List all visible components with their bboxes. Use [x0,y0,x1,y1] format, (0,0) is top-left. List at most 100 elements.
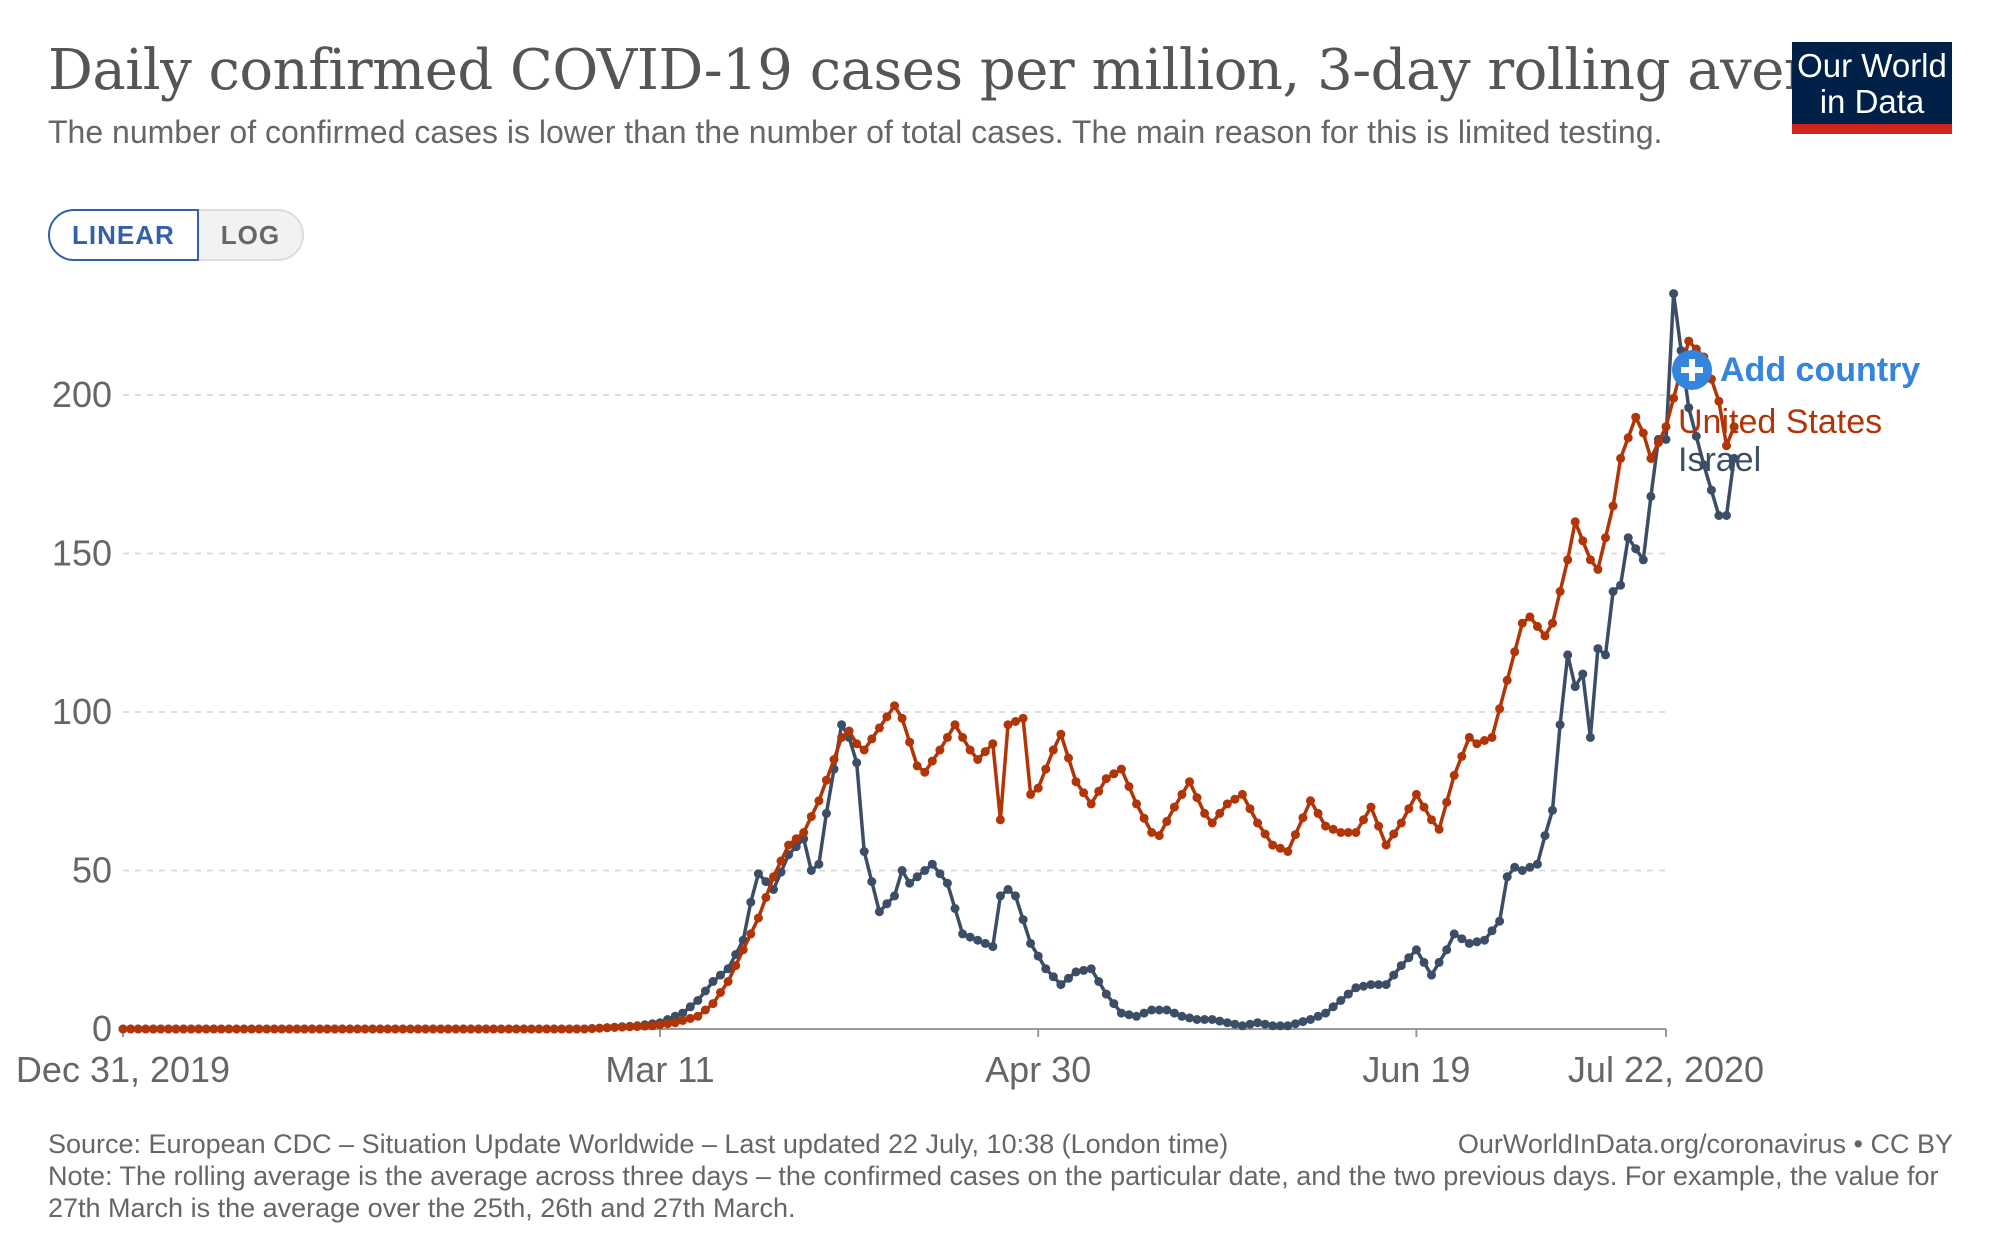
credit-link[interactable]: OurWorldInData.org/coronavirus • CC BY [1457,1129,1953,1159]
data-point [1472,739,1482,749]
x-tick-label: Apr 30 [985,1049,1091,1090]
data-point [1449,929,1459,939]
data-point [1464,938,1474,948]
data-point [1729,422,1739,432]
note-text: Note: The rolling average is the average… [48,1161,1939,1223]
owid-logo[interactable]: Our World in Data [1792,42,1952,134]
data-point [693,1011,703,1021]
add-country-button[interactable]: Add country [1672,350,1920,390]
data-point [897,866,907,875]
data-point [632,1022,642,1031]
data-point [428,1024,438,1034]
data-point [572,1024,582,1034]
data-point [1548,618,1557,628]
data-point [1427,815,1436,825]
data-point [1722,511,1731,520]
data-point [1457,934,1467,944]
data-point [670,1011,680,1021]
data-point [1419,957,1429,967]
data-point [1381,980,1391,990]
data-point [526,1024,536,1034]
data-point [1487,926,1497,936]
data-point [776,856,786,866]
gridlines [123,394,1666,872]
data-point [1631,412,1641,422]
data-point [201,1024,211,1034]
data-point [844,726,854,736]
data-point [405,1024,415,1034]
data-point [806,866,816,875]
data-point [1638,555,1648,565]
log-scale-button[interactable]: LOG [198,209,305,261]
data-point [1169,1008,1179,1018]
data-point [1245,804,1255,814]
data-point [1359,981,1368,991]
data-point [1048,972,1058,982]
data-point [1608,587,1618,596]
data-point [882,899,892,909]
data-point [1079,965,1089,975]
data-point [1290,830,1300,840]
data-point [821,808,831,818]
data-point [1003,720,1013,730]
data-point [1116,764,1126,774]
data-point [1056,729,1066,739]
data-point [1601,650,1610,660]
data-point [980,938,990,948]
data-point [458,1024,468,1034]
data-point [1124,1010,1134,1020]
data-point [1510,862,1520,872]
series-israel [118,289,1739,1034]
data-point [1306,796,1315,806]
data-point [1684,336,1694,346]
data-point [708,999,718,1009]
data-point [806,812,816,822]
data-point [897,713,907,723]
data-point [1147,828,1157,837]
data-point [625,1022,635,1032]
data-point [466,1024,476,1034]
data-point [753,869,763,879]
data-point [890,701,899,711]
data-point [1033,783,1043,793]
data-point [1404,953,1414,963]
linear-scale-button[interactable]: LINEAR [48,209,199,261]
data-point [292,1024,302,1034]
data-point [171,1024,181,1034]
chart-title: Daily confirmed COVID-19 cases per milli… [48,38,1912,103]
data-point [1714,396,1724,406]
series-united-states [118,336,1739,1034]
data-point [1268,1021,1278,1031]
logo-line-1: Our World [1797,47,1947,84]
data-point [973,935,983,945]
data-point [269,1024,279,1034]
data-point [655,1020,665,1030]
data-point [769,872,778,882]
data-point [1033,951,1043,961]
data-point [1230,794,1240,804]
data-point [829,755,839,764]
data-point [1336,996,1346,1005]
data-point [1396,961,1406,971]
data-point [912,761,922,771]
data-point [1472,937,1482,947]
data-point [1321,1008,1331,1018]
data-point [965,932,975,942]
data-point [1495,916,1505,926]
legend-label-united-states: United States [1678,403,1882,441]
data-point [927,756,937,766]
data-point [1253,818,1263,828]
data-point [958,732,968,742]
data-point [965,745,975,755]
data-point [549,1024,559,1034]
data-point [905,737,915,747]
data-point [1101,989,1111,999]
add-country-label: Add country [1720,350,1921,389]
data-point [1434,957,1444,967]
data-point [837,732,847,742]
data-point [1714,511,1724,520]
data-point [1585,732,1595,742]
data-point [1729,453,1739,463]
data-point [1026,938,1036,948]
data-point [284,1024,294,1034]
